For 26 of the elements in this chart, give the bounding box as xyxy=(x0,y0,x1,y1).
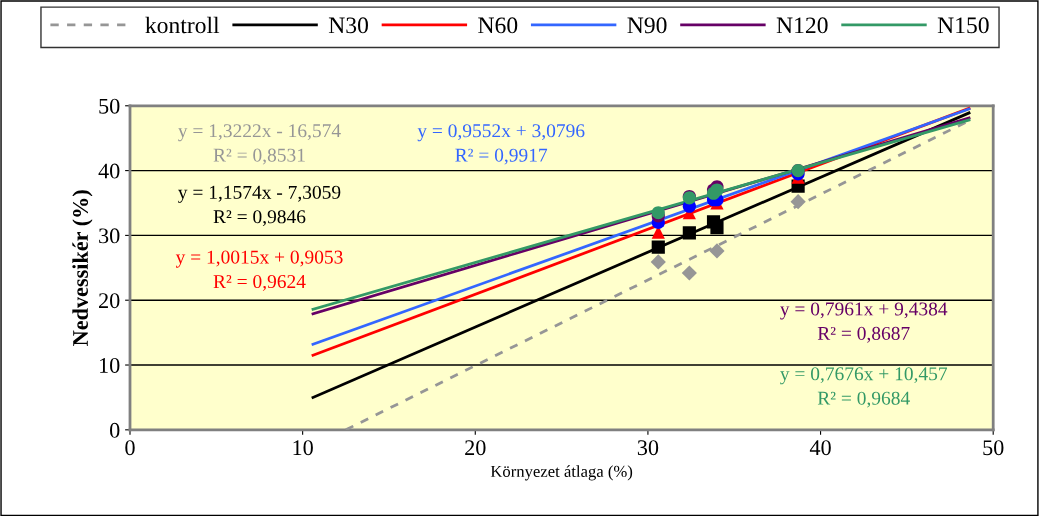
legend-label: N150 xyxy=(937,17,989,34)
annotation: y = 0,9552x + 3,0796 R² = 0,9917 xyxy=(417,124,585,165)
legend-label: N30 xyxy=(328,17,368,34)
y-tick-label: 50 xyxy=(99,98,120,114)
x-tick-label: 10 xyxy=(293,440,313,456)
x-tick-label: 40 xyxy=(809,440,831,456)
y-tick-label: 20 xyxy=(99,293,120,309)
y-tick-label: 40 xyxy=(98,163,120,179)
annotation: y = 0,7961x + 9,4384 R² = 0,8687 xyxy=(780,302,948,343)
y-tick-label: 30 xyxy=(99,228,120,244)
legend-label: N90 xyxy=(627,17,667,34)
y-tick-label: 0 xyxy=(110,422,120,438)
legend-label: N120 xyxy=(776,17,828,34)
legend-label: N60 xyxy=(478,17,518,34)
annotation: y = 1,3222x - 16,574 R² = 0,8531 xyxy=(178,124,341,165)
annotation: y = 1,1574x - 7,3059 R² = 0,9846 xyxy=(178,185,341,227)
y-tick-label: 10 xyxy=(100,357,120,373)
legend-label: kontroll xyxy=(145,16,220,34)
annotation: y = 0,7676x + 10,457 R² = 0,9684 xyxy=(780,367,948,408)
annotation: y = 1,0015x + 0,9053 R² = 0,9624 xyxy=(175,250,343,291)
x-tick-label: 30 xyxy=(637,440,659,456)
x-tick-label: 50 xyxy=(983,440,1004,456)
x-tick-label: 0 xyxy=(125,440,135,456)
y-axis-title: Nedvessikér (%) xyxy=(72,190,93,346)
x-tick-label: 20 xyxy=(465,440,486,456)
x-axis-title: Környezet átlaga (%) xyxy=(490,465,633,481)
